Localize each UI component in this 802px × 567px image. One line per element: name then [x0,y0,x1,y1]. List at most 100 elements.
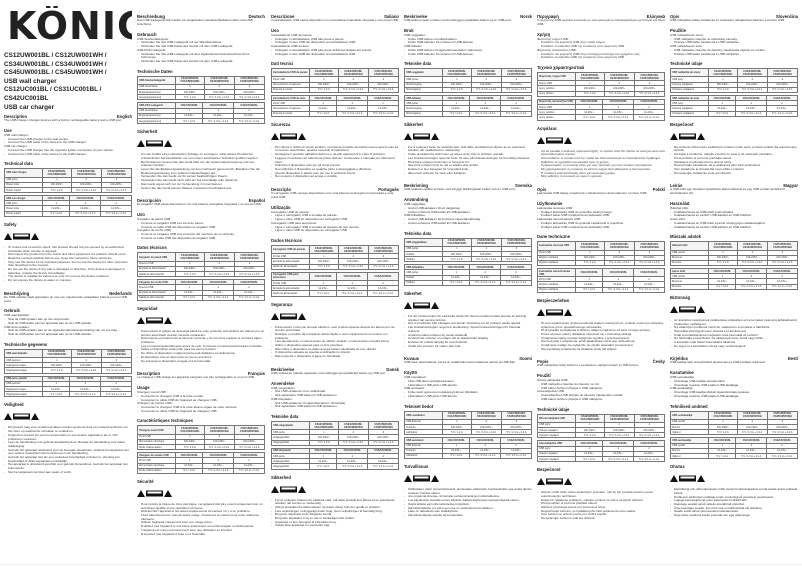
model-cell: CS34UW001BL CS34UW001WH [203,75,235,85]
model-line: CS45UW001BL [640,415,659,419]
use-heading: Használat [670,200,690,206]
model-line: CS34UW001BL [610,73,629,77]
language-section: Popis Česky USB nabíječka nabíjí zařízení … [537,357,665,521]
wall-charger-label: Ładowarka sieciowa USB: [537,205,573,210]
model-line: CS12UW001WH [713,245,733,249]
spec-value: 5 V / 1.0 A + 2.4 A [70,186,102,194]
safety-item: Lisez attentivement le manuel avant usag… [137,513,265,521]
model-line: CS45UW001WH [374,425,393,429]
safety-item: Brug kun apparatet til de tilsigtede for… [271,513,399,517]
language-section: Kirjeldus Eesti USB-laadija laeb sisseehit… [670,354,798,518]
safety-item: No exponga el dispositivo al agua ni a l… [137,359,265,364]
description-heading: Description Français [137,371,265,376]
model-line: CS12UW001BL [180,77,199,81]
safety-heading: Veiligheid [4,402,24,408]
spec-value: 5 V / 1.2 A [708,110,737,117]
spec-value: 5 V / 1.0 A + 2.1 A [69,210,102,217]
safety-item: Pour réduire le risque de choc électriqu… [137,502,265,510]
list-item: Pripojte USB kábel zariadenia k USB nabí… [670,52,798,57]
language-section: Beskrivelse Norsk USB-laderen lader enhete… [404,12,532,175]
row-label: Uitgangsvermogen [4,391,44,398]
model-cell: CS45UW001BL CS45UW001WH [233,252,265,262]
spec-value: 5 V / 2.1 A + 2.4 A [633,259,665,267]
spec-table-car: USB-biloplader CS12UC001BL CS31UC001BL CS42… [271,447,399,470]
safety-item: Csak a rendeltetésének megfelelő célra h… [670,333,798,338]
spec-value: 5 V / 1.0 A + 2.4 A [203,270,235,278]
technical-data-heading: Technische gegevens [4,341,48,347]
model-line: CS45UW001WH [640,418,659,422]
spec-value: 5 V / 2.1 A + 2.4 A [233,444,265,451]
technical-data-heading: Τεχνικά χαρακτηριστικά [537,65,585,70]
caution-triangle-icon [271,132,306,140]
safety-item: Jos ongelmia ilmenee, irrota laite verkk… [404,495,532,499]
list-item: Connect the USB charger to the wall sock… [4,137,132,142]
spec-table-car: Ładowarka samochodowa USB CS12UC001BL CS31… [537,268,665,293]
model-cell: CS34UW001BL CS34UW001WH [337,68,369,78]
table-header: Caricabatterie USB da parete [271,68,311,78]
spec-table-car: Autós töltő CS12UC001BL CS31UC001BL CS42UC0… [670,268,798,290]
model-line: CS45UW001BL [640,73,659,77]
safety-heading: Segurança [271,301,293,307]
safety-item: Ne tegye ki a készüléket víznek vagy ned… [670,344,798,349]
model-line: CS34UW001BL [477,412,496,416]
spec-value: 5 V / 1.0 A + 2.4 A [603,259,635,267]
safety-item: Questo dispositivo è adatto solo per uso… [271,171,399,176]
spec-value: 5 V / 1.0 A + 2.4 A [603,90,635,97]
safety-item: Seade sobib ainult siseruumides kasutami… [670,510,798,514]
model-cell: CS42UC001BL [367,271,399,281]
spec-value: 5 V / 2.1 A + 2.4 A [500,429,532,436]
safety-item: Käytä laitetta vain sille tarkoitettuun … [404,502,532,507]
car-charger-label: USB nabíjačka do auta: [670,44,703,48]
caution-triangle-icon [404,132,439,140]
description-text: Le chargeur USB charge les appareils int… [137,375,255,380]
spec-table-wall: USB-väggladdare CS12UW001BL CS12UW001WH CS3… [404,237,532,263]
car-charger-label: Autós töltő: [670,217,686,222]
list-item: Koble USB-laderen til sigarettenneruttak… [404,48,532,53]
language-label: Slovenčina [775,14,798,19]
model-cell: CS34UW001BL CS34UW001WH [603,413,635,423]
column-2: Beschreibung Deutsch Das USB-Ladegerät läd… [137,12,265,562]
model-line: CS12UW001BL [47,350,66,354]
table-row: USB-Anschlüsse 1 2 2 [137,83,265,91]
model-line: CS34UW001WH [742,415,762,419]
wall-charger-label: USB-seinälaturi: [404,375,427,380]
model-line: CS45UW001WH [640,245,659,249]
model-cell: CS42UC001BL [633,268,665,278]
safety-item: Nie korzystaj z urządzenia, jeżeli jakak… [537,340,665,344]
spec-value: 5 V / 1.0 A + 2.4 A [203,94,235,101]
model-line: CS12UW001BL [447,69,466,73]
model-line: CS45UW001WH [240,430,259,434]
safety-item: No utilice el dispositivo si alguna piez… [137,351,265,356]
model-cell: CS12UW001BL CS12UW001WH [442,237,472,247]
safety-item: Använd inte enheten om någon del är skad… [404,337,532,341]
technical-data-heading: Tekniska data [404,230,432,236]
safety-item: Laite on tarkoitettu vain sisäkäyttöön. [404,510,532,514]
list-item: Συνδέστε το καλώδιο USB της συσκευής στο… [537,56,665,60]
spec-value: 5 V / 1.0 A + 2.1 A [469,110,502,117]
spec-table-car: USB-auto-oplader CS12UC001BL CS31UC001BL CS… [4,375,132,398]
spec-value: 5 V / 1.0 A + 2.1 A [735,452,768,460]
description-text: USB-laddaren laddar enheter med inbyggt … [404,187,516,192]
technical-data-heading: Dados técnicos [271,238,302,244]
model-line: CS45UW001WH [107,172,126,176]
description-heading: Descripción Español [137,198,265,203]
spec-value: 5 V / 2.1 A + 2.1 A [500,110,532,117]
model-cell: CS34UW001BL CS34UW001WH [736,410,768,420]
table-header: Carregador USB de parede [271,245,311,255]
description-title: Leírás [670,183,683,189]
konig-logo: KÖNIG [4,6,132,46]
safety-item: Για να μειωθεί ο κίνδυνος ηλεκτροπληξίας… [537,149,665,157]
model-line: CS45UW001WH [773,72,792,76]
spec-value: 5 V / 1.2 A [708,429,738,436]
model-cell: CS12UW001BL CS12UW001WH [708,241,738,251]
row-label: Uteffekt [404,279,444,287]
description-text: A USB-töltő egy beépített újratölthető a… [670,187,785,196]
description-heading: Beskrivning Svenska [404,183,532,188]
list-item: Koble USB-laderen til stikkontakten. [404,37,532,42]
list-item: Koble USB-kabelen fra enheten til USB-la… [404,52,532,57]
